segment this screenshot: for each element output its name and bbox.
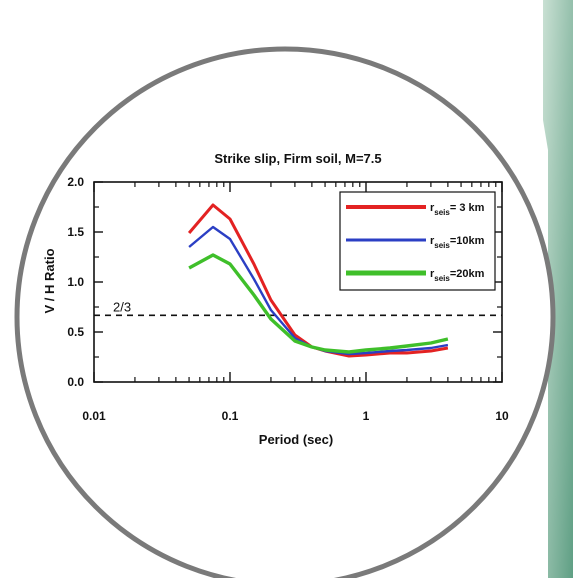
x-tick-labels: 0.01 0.1 1 10 (82, 409, 509, 423)
reference-line-label: 2/3 (113, 299, 131, 314)
y-tick-label: 1.5 (67, 225, 84, 239)
x-tick-label: 1 (363, 409, 370, 423)
series-line-20km (188, 253, 449, 354)
y-tick-label: 0.5 (67, 325, 84, 339)
x-tick-label: 0.1 (222, 409, 239, 423)
x-axis-title: Period (sec) (259, 432, 333, 447)
x-tick-label: 0.01 (82, 409, 106, 423)
y-tick-labels: 0.0 0.5 1.0 1.5 2.0 (67, 175, 84, 389)
legend: rseis= 3 km rseis=10km rseis=20km (339, 191, 496, 291)
legend-label-3km: rseis= 3 km (430, 202, 485, 217)
background-panel (543, 0, 573, 578)
x-minor-ticks (134, 182, 497, 382)
y-tick-label: 1.0 (67, 275, 84, 289)
x-major-ticks (93, 182, 503, 382)
y-tick-label: 0.0 (67, 375, 84, 389)
x-tick-label: 10 (495, 409, 509, 423)
series-lines (187, 203, 449, 358)
circle-frame (14, 46, 556, 578)
y-tick-label: 2.0 (67, 175, 84, 189)
y-axis-title: V / H Ratio (42, 248, 57, 313)
chart-title: Strike slip, Firm soil, M=7.5 (214, 151, 381, 166)
legend-label-10km: rseis=10km (430, 235, 485, 250)
legend-label-20km: rseis=20km (430, 268, 485, 283)
